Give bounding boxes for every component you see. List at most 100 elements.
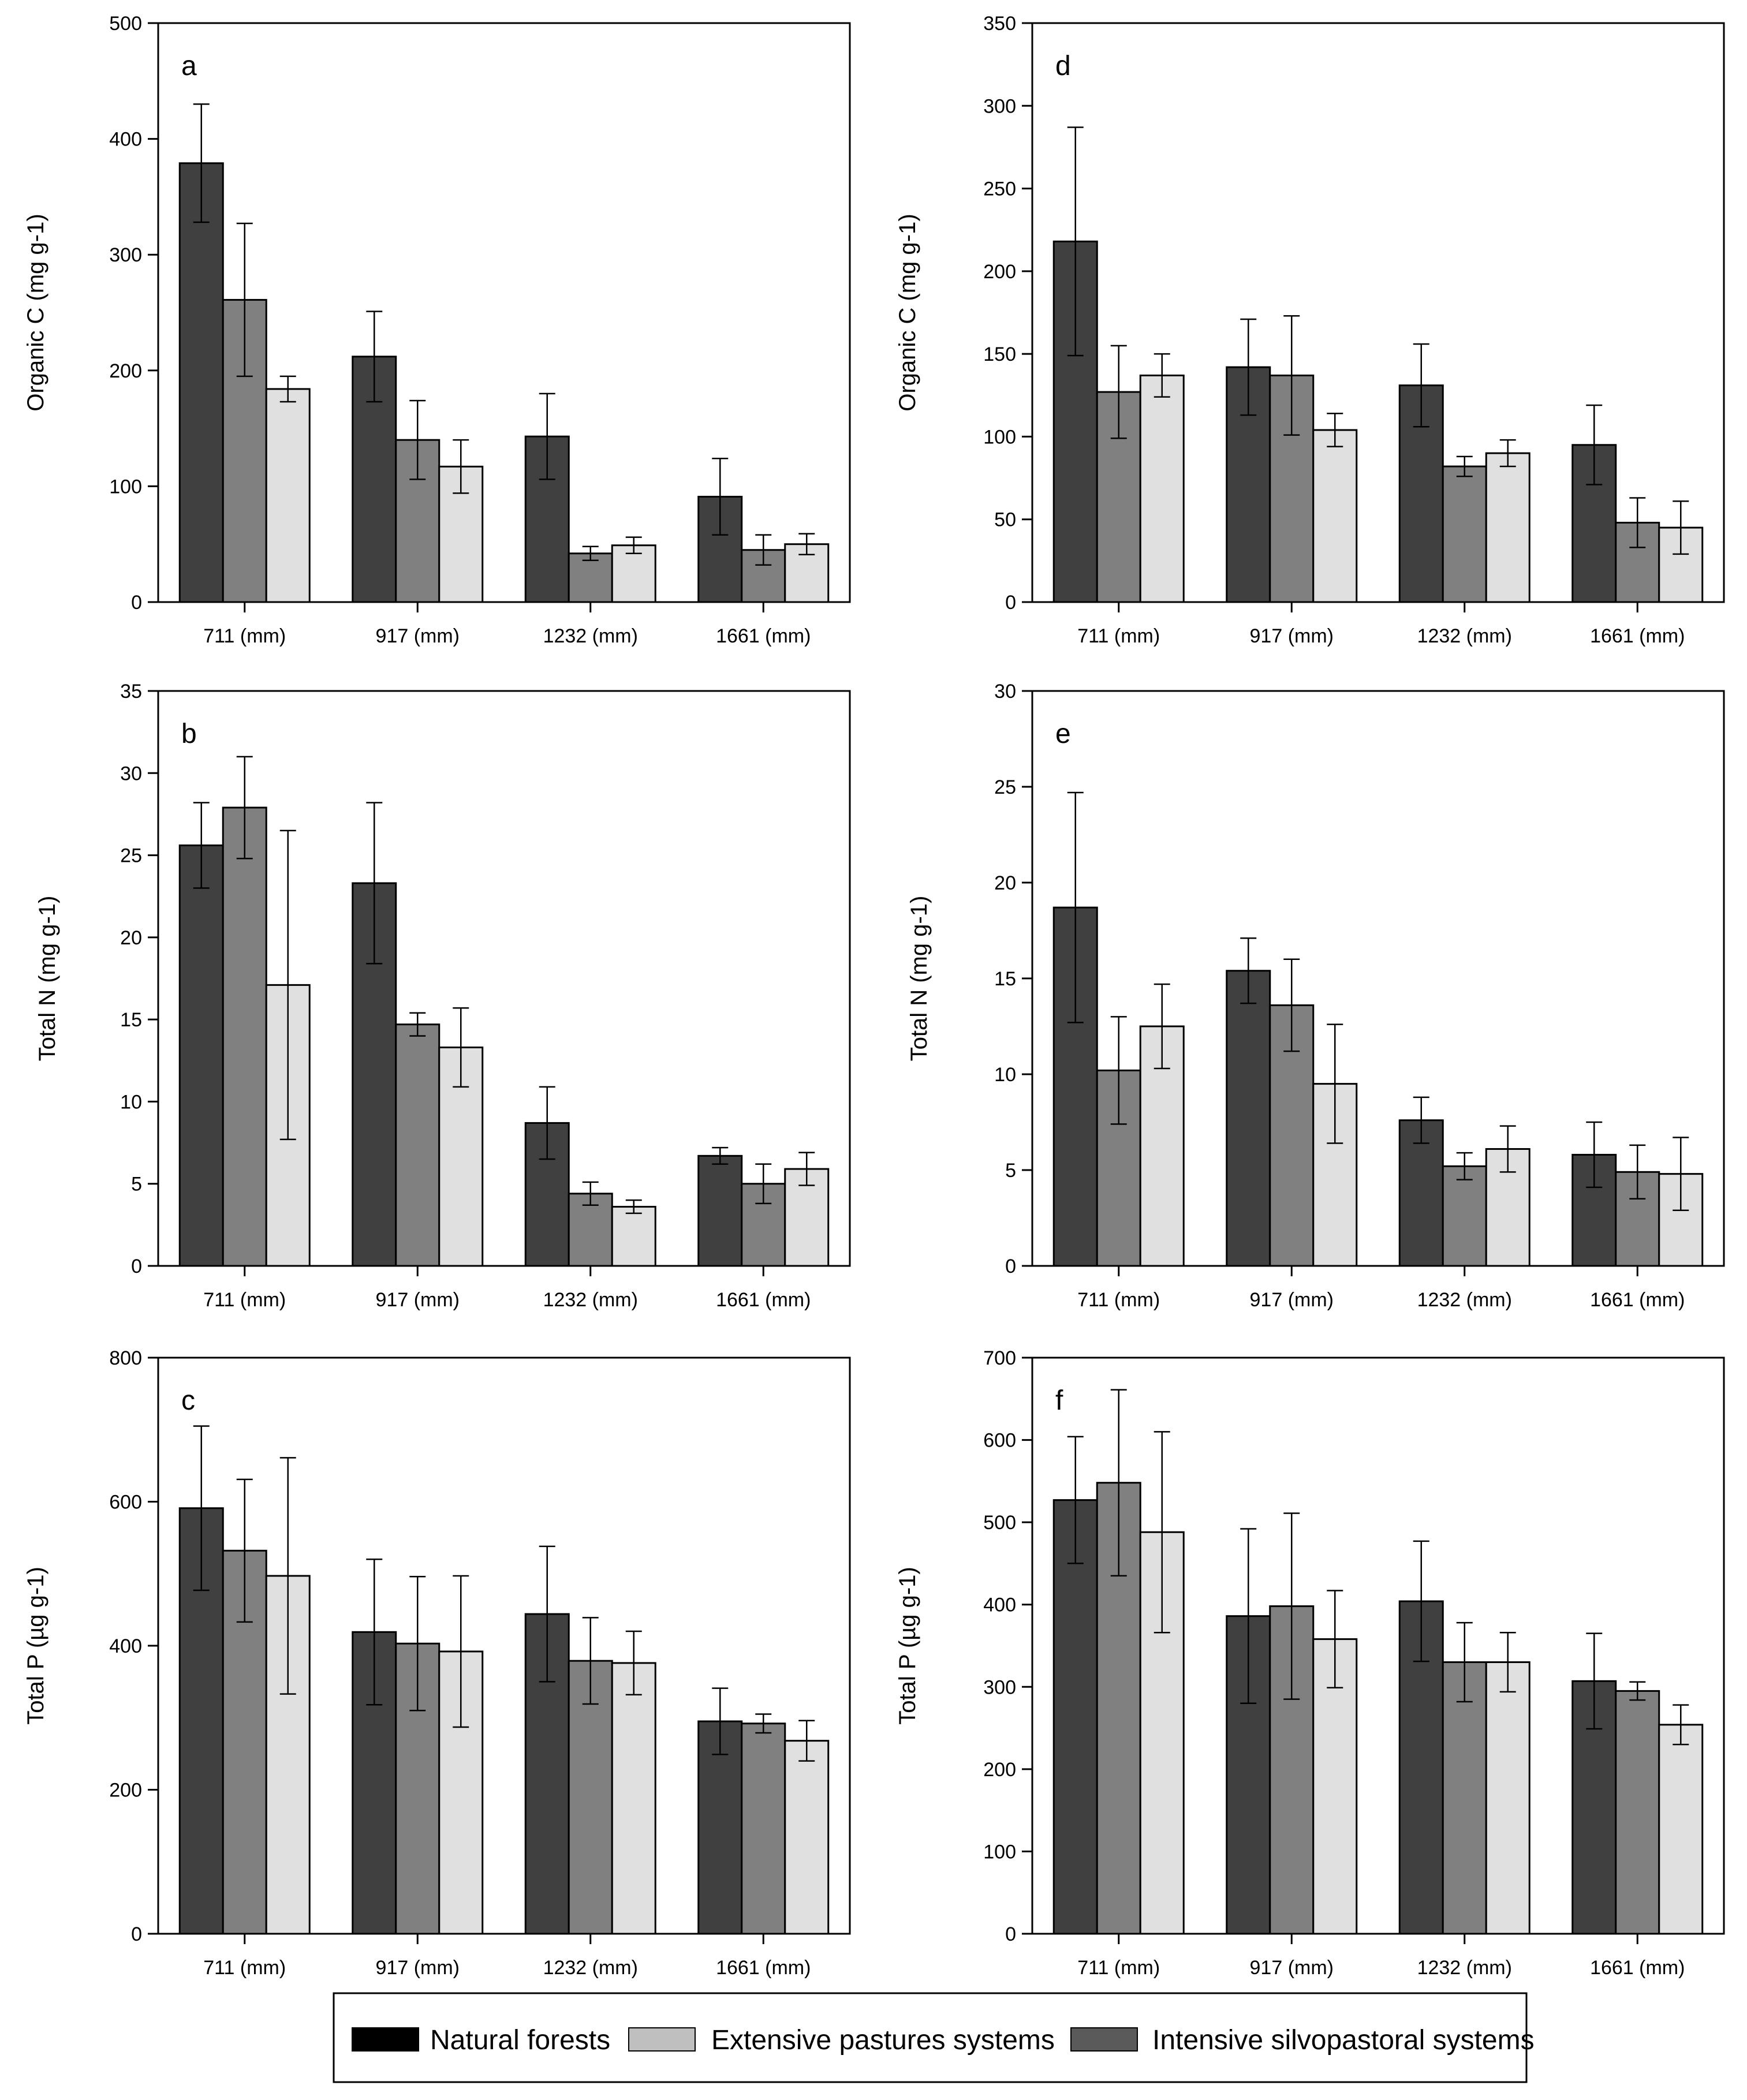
bar xyxy=(697,1154,743,1267)
bar xyxy=(1442,465,1487,603)
panel-letter: d xyxy=(1055,51,1071,81)
panel-letter: e xyxy=(1055,719,1071,749)
bar xyxy=(1226,970,1271,1267)
bar xyxy=(438,465,484,603)
plot-frame xyxy=(157,22,851,603)
y-tick-label: 500 xyxy=(983,1512,1016,1534)
y-tick-label: 300 xyxy=(983,1676,1016,1698)
y-tick-label: 700 xyxy=(983,1347,1016,1369)
y-tick-label: 35 xyxy=(120,681,142,703)
bar xyxy=(178,162,224,603)
y-tick-label: 400 xyxy=(983,1594,1016,1616)
y-tick-label: 200 xyxy=(109,1780,142,1802)
y-tick-label: 10 xyxy=(120,1091,142,1113)
y-axis-title: Total N (mg g-1) xyxy=(906,896,932,1062)
y-tick-label: 300 xyxy=(983,95,1016,117)
y-tick-label: 30 xyxy=(120,763,142,784)
y-tick-label: 20 xyxy=(120,927,142,949)
y-tick-label: 30 xyxy=(994,681,1016,703)
bar xyxy=(222,806,267,1267)
x-tick-label: 917 (mm) xyxy=(1250,1289,1334,1311)
y-tick-label: 200 xyxy=(983,1759,1016,1781)
x-tick-label: 1661 (mm) xyxy=(1590,1289,1685,1311)
panel-f: 0 100 200 300 400 500 600 700 Total P (µg g-1) f 7… xyxy=(895,1347,1725,1979)
y-tick-label: 200 xyxy=(983,261,1016,283)
y-tick-label: 25 xyxy=(120,845,142,867)
bar xyxy=(611,1206,656,1267)
x-tick-label: 1232 (mm) xyxy=(543,1289,638,1311)
x-tick-label: 917 (mm) xyxy=(376,625,460,647)
x-tick-label: 1232 (mm) xyxy=(543,1957,638,1979)
x-tick-label: 1661 (mm) xyxy=(716,1957,811,1979)
y-axis-title: Organic C (mg g-1) xyxy=(895,214,920,411)
x-tick-label: 711 (mm) xyxy=(203,1957,286,1979)
bar xyxy=(1615,1690,1660,1935)
x-tick-label: 1661 (mm) xyxy=(716,1289,811,1311)
bar xyxy=(1485,1661,1531,1935)
y-tick-label: 400 xyxy=(109,1635,142,1657)
bar xyxy=(611,1662,656,1935)
y-tick-label: 500 xyxy=(109,13,142,35)
bar xyxy=(568,1660,613,1935)
plot-frame xyxy=(1031,1357,1725,1935)
legend-label-extensive-pastures: Extensive pastures systems xyxy=(711,2025,1055,2056)
legend-label-natural-forests: Natural forests xyxy=(430,2025,610,2056)
y-tick-label: 300 xyxy=(109,244,142,266)
y-axis-title: Organic C (mg g-1) xyxy=(23,214,48,411)
panel-b: 0 5 10 15 20 25 30 35 Total N (mg g-1) b 711 (mm) 9… xyxy=(35,681,851,1311)
bar xyxy=(265,388,311,603)
x-tick-label: 1232 (mm) xyxy=(1417,625,1512,647)
y-tick-label: 600 xyxy=(109,1492,142,1514)
y-tick-label: 25 xyxy=(994,776,1016,798)
bar xyxy=(395,1023,441,1267)
x-tick-label: 711 (mm) xyxy=(203,625,286,647)
x-tick-label: 1232 (mm) xyxy=(1417,1289,1512,1311)
x-tick-label: 917 (mm) xyxy=(376,1957,460,1979)
bar xyxy=(1442,1661,1487,1935)
legend-frame xyxy=(333,1992,1528,2083)
bar xyxy=(178,844,224,1267)
bar xyxy=(1052,1499,1098,1935)
y-axis-title: Total N (mg g-1) xyxy=(35,896,60,1062)
panel-a: 0 100 200 300 400 500 Organic C (mg g-1) a 711 (… xyxy=(23,13,851,647)
x-tick-label: 1232 (mm) xyxy=(1417,1957,1512,1979)
x-tick-label: 711 (mm) xyxy=(1077,1957,1160,1979)
y-tick-label: 15 xyxy=(120,1009,142,1031)
x-tick-label: 917 (mm) xyxy=(1250,1957,1334,1979)
panel-letter: c xyxy=(181,1385,195,1416)
panel-letter: a xyxy=(181,51,197,81)
y-tick-label: 20 xyxy=(994,872,1016,894)
panel-c: 0 200 400 600 800 Total P (µg g-1) c 711 (mm) 91… xyxy=(23,1347,851,1979)
panel-e: 0 5 10 15 20 25 30 Total N (mg g-1) e 711 (mm) 917… xyxy=(906,681,1725,1311)
y-tick-label: 0 xyxy=(1005,1923,1016,1945)
y-tick-label: 150 xyxy=(983,343,1016,365)
legend: Natural forests Extensive pastures syste… xyxy=(333,1992,1535,2083)
plot-frame xyxy=(1031,22,1725,603)
y-tick-label: 400 xyxy=(109,129,142,151)
legend-swatch-intensive-silvopastoral xyxy=(1070,2027,1138,2052)
legend-swatch-natural-forests xyxy=(352,2027,419,2052)
y-tick-label: 0 xyxy=(131,1255,142,1277)
y-tick-label: 800 xyxy=(109,1347,142,1369)
y-tick-label: 15 xyxy=(994,968,1016,990)
panel-letter: f xyxy=(1055,1385,1063,1416)
bar xyxy=(1485,452,1531,603)
y-tick-label: 200 xyxy=(109,360,142,382)
bar xyxy=(741,1722,786,1935)
x-tick-label: 1661 (mm) xyxy=(1590,625,1685,647)
y-tick-label: 100 xyxy=(983,426,1016,448)
bar xyxy=(1139,374,1185,603)
legend-swatch-extensive-pastures xyxy=(628,2027,696,2052)
y-tick-label: 10 xyxy=(994,1064,1016,1086)
plot-frame xyxy=(157,690,851,1267)
panel-letter: b xyxy=(181,719,197,749)
x-tick-label: 917 (mm) xyxy=(376,1289,460,1311)
x-tick-label: 1661 (mm) xyxy=(716,625,811,647)
y-axis-title: Total P (µg g-1) xyxy=(23,1567,48,1725)
y-tick-label: 0 xyxy=(131,592,142,614)
y-tick-label: 100 xyxy=(109,476,142,498)
bar xyxy=(1442,1165,1487,1267)
y-tick-label: 0 xyxy=(131,1923,142,1945)
